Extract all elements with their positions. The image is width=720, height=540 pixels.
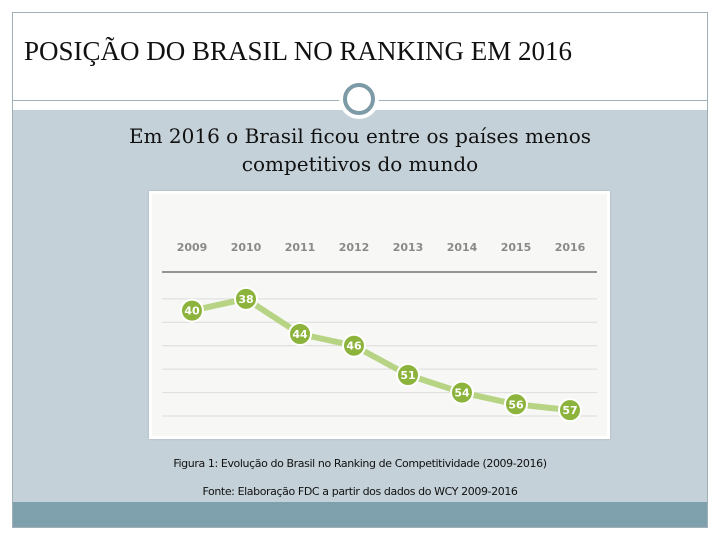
data-label: 51 bbox=[400, 369, 415, 382]
data-label: 40 bbox=[184, 305, 200, 318]
data-label: 54 bbox=[454, 387, 470, 400]
x-axis-ticks: 2009 2010 2011 2012 2013 2014 2015 2016 bbox=[177, 241, 586, 254]
x-tick-label: 2013 bbox=[393, 241, 424, 254]
ranking-line-chart: 2009 2010 2011 2012 2013 2014 2015 2016 4038444… bbox=[162, 241, 597, 423]
x-tick-label: 2011 bbox=[285, 241, 316, 254]
data-point bbox=[180, 298, 204, 323]
chart-grid bbox=[162, 271, 597, 417]
data-point bbox=[234, 286, 258, 311]
data-point bbox=[450, 380, 474, 405]
ring-icon bbox=[343, 83, 375, 115]
figure-caption: Figura 1: Evolução do Brasil no Ranking … bbox=[173, 457, 547, 470]
x-tick-label: 2010 bbox=[231, 241, 262, 254]
x-tick-label: 2009 bbox=[177, 241, 208, 254]
data-label: 57 bbox=[562, 404, 577, 417]
data-label: 44 bbox=[292, 328, 308, 341]
x-tick-label: 2015 bbox=[501, 241, 532, 254]
slide-title: POSIÇÃO DO BRASIL NO RANKING EM 2016 bbox=[24, 36, 573, 66]
data-point bbox=[558, 398, 582, 423]
data-label: 46 bbox=[346, 340, 362, 353]
data-point bbox=[342, 333, 366, 358]
subtitle-line-2: competitivos do mundo bbox=[241, 152, 479, 176]
subtitle-line-1: Em 2016 o Brasil ficou entre os países m… bbox=[129, 124, 591, 148]
data-label: 38 bbox=[238, 293, 253, 306]
slide-subtitle: Em 2016 o Brasil ficou entre os países m… bbox=[13, 122, 707, 178]
data-point bbox=[504, 392, 528, 417]
footer-bar bbox=[13, 502, 707, 527]
x-tick-label: 2012 bbox=[339, 241, 370, 254]
data-label: 56 bbox=[508, 398, 524, 411]
data-point bbox=[396, 363, 420, 387]
chart-panel: 2009 2010 2011 2012 2013 2014 2015 2016 40 38 44 4… bbox=[149, 191, 610, 439]
data-point bbox=[288, 322, 312, 346]
source-caption: Fonte: Elaboração FDC a partir dos dados… bbox=[202, 485, 518, 498]
x-tick-label: 2014 bbox=[447, 241, 478, 254]
circle-ornament bbox=[339, 79, 379, 119]
x-tick-label: 2016 bbox=[555, 241, 586, 254]
data-points: 40 38 44 46 51 54 56 57 bbox=[180, 286, 582, 423]
